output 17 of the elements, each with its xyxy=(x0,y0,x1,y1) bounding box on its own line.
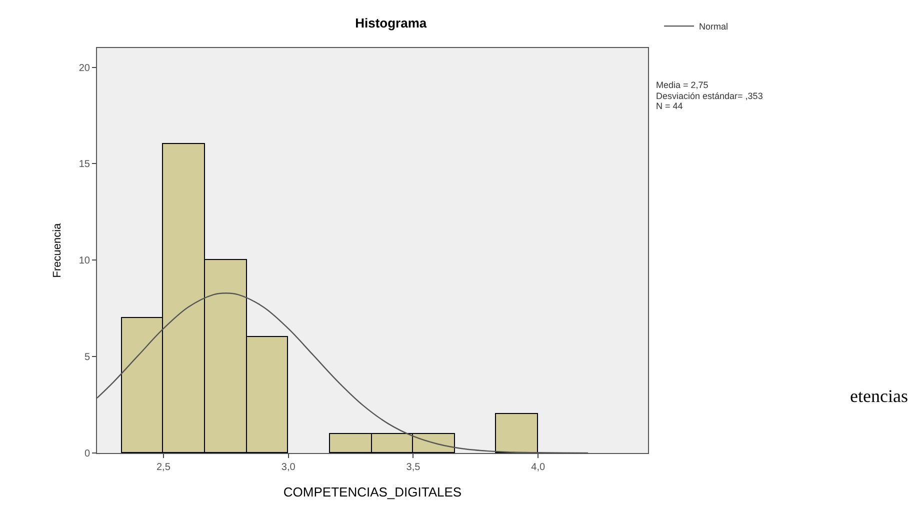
text: Desviación estándar= ,353 xyxy=(656,91,763,101)
y-tick-label: 5 xyxy=(84,352,90,364)
x-tick-label: 3,5 xyxy=(406,462,421,473)
text: Media = 2,75 xyxy=(656,80,708,90)
x-tick-label: 3,0 xyxy=(281,462,296,473)
y-tick-label: 0 xyxy=(84,448,90,460)
x-tick-label: 2,5 xyxy=(156,462,171,473)
y-tick-label: 15 xyxy=(78,159,90,170)
legend-label: Normal xyxy=(699,22,728,32)
y-tick-label: 20 xyxy=(78,62,90,74)
text: etencias xyxy=(850,386,908,406)
x-tick-label: 4,0 xyxy=(531,462,546,473)
text: N = 44 xyxy=(656,101,683,111)
y-tick-label: 10 xyxy=(78,256,90,267)
x-axis-title: COMPETENCIAS_DIGITALES xyxy=(283,484,462,500)
y-axis-title: Frecuencia xyxy=(52,222,64,278)
chart-title: Histograma xyxy=(355,16,428,31)
